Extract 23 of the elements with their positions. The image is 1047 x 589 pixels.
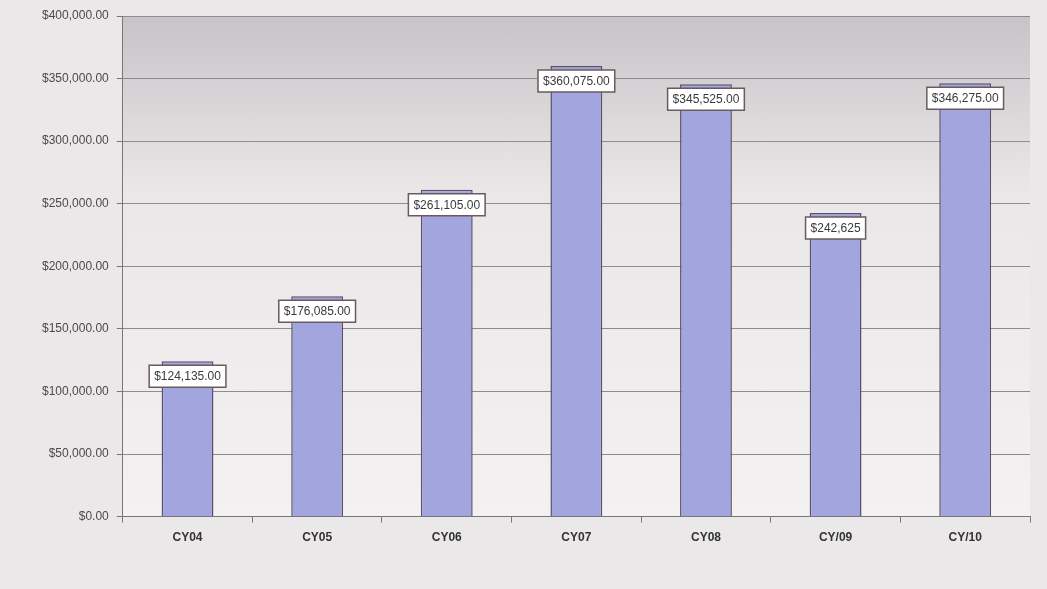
- y-tick-label: $250,000.00: [42, 196, 110, 211]
- y-tick-label: $50,000.00: [48, 446, 110, 461]
- data-label: $360,075.00: [543, 73, 611, 88]
- data-label: $346,275.00: [931, 91, 999, 106]
- data-label: $176,085.00: [283, 304, 351, 319]
- x-tick-label: CY05: [302, 530, 333, 545]
- y-tick-label: $100,000.00: [42, 383, 110, 398]
- y-tick-label: $400,000.00: [42, 8, 110, 23]
- y-tick-label: $350,000.00: [42, 70, 110, 85]
- x-tick-label: CY/10: [948, 530, 983, 545]
- x-tick-label: CY07: [561, 530, 592, 545]
- y-tick-label: $200,000.00: [42, 258, 110, 273]
- y-tick-label: $150,000.00: [42, 321, 110, 336]
- y-tick-label: $0.00: [78, 508, 110, 523]
- data-label: $124,135.00: [154, 369, 222, 384]
- data-label: $345,525.00: [672, 91, 740, 106]
- y-tick-label: $300,000.00: [42, 133, 110, 148]
- data-label: $242,625: [810, 220, 861, 235]
- x-tick-label: CY08: [690, 530, 722, 545]
- data-label: $261,105.00: [413, 197, 481, 212]
- x-tick-label: CY06: [431, 530, 463, 545]
- x-tick-label: CY04: [172, 530, 203, 545]
- x-tick-label: CY/09: [818, 530, 853, 545]
